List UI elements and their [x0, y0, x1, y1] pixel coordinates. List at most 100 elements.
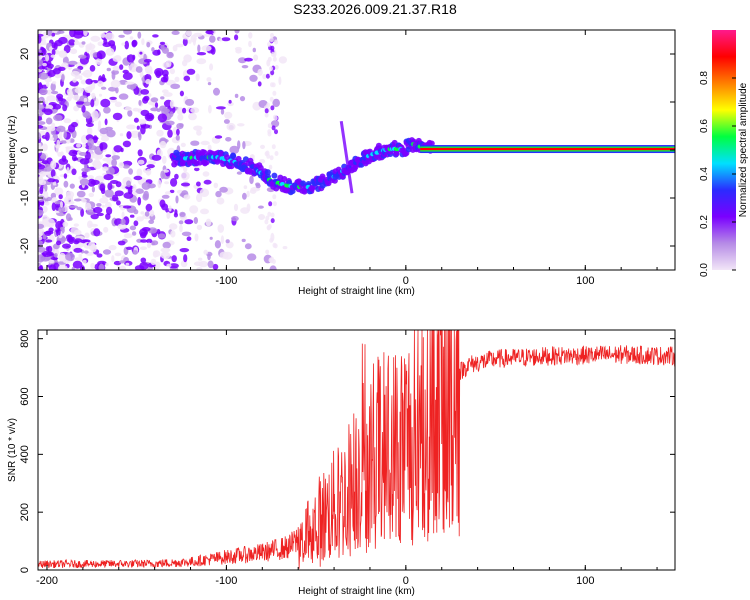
noise-blob	[66, 167, 70, 174]
noise-blob	[234, 30, 240, 34]
noise-blob	[97, 260, 107, 266]
noise-blob	[171, 255, 177, 263]
noise-blob	[119, 260, 126, 264]
noise-blob	[118, 34, 125, 38]
noise-blob	[38, 104, 45, 110]
noise-blob	[223, 119, 230, 124]
noise-blob	[50, 169, 56, 178]
noise-blob	[212, 263, 219, 270]
noise-blob	[116, 200, 121, 206]
y-axis-label: Frequency (Hz)	[7, 116, 18, 185]
noise-blob	[260, 144, 265, 149]
noise-blob	[160, 251, 171, 259]
noise-blob	[117, 223, 127, 230]
noise-blob	[140, 211, 145, 215]
noise-blob	[200, 208, 209, 215]
noise-blob	[154, 102, 159, 108]
x-tick-label: 0	[403, 575, 409, 587]
noise-blob	[249, 175, 254, 185]
noise-blob	[248, 32, 253, 39]
noise-blob	[270, 32, 274, 38]
noise-blob	[57, 227, 61, 236]
noise-blob	[85, 45, 90, 54]
noise-blob	[68, 39, 76, 46]
noise-blob	[62, 221, 69, 227]
noise-blob	[269, 37, 274, 43]
noise-blob	[169, 68, 175, 75]
noise-blob	[152, 250, 158, 258]
noise-blob	[174, 173, 179, 180]
colorbar-tick-label: 0.0	[699, 263, 710, 277]
noise-blob	[127, 109, 133, 117]
noise-blob	[111, 155, 121, 160]
noise-blob	[55, 128, 62, 132]
noise-blob	[114, 190, 124, 197]
noise-blob	[215, 190, 222, 198]
noise-blob	[38, 132, 42, 140]
x-tick-label: 0	[403, 275, 409, 287]
track-blob	[271, 172, 278, 179]
noise-blob	[38, 121, 46, 125]
noise-blob	[228, 99, 232, 104]
noise-blob	[122, 164, 130, 169]
noise-blob	[160, 170, 165, 180]
noise-blob	[190, 140, 200, 146]
noise-blob	[57, 97, 64, 102]
noise-blob	[194, 233, 199, 242]
snr-series-line	[38, 330, 675, 569]
noise-blob	[181, 231, 192, 237]
noise-blob	[180, 142, 186, 148]
noise-blob	[175, 43, 184, 48]
noise-blob	[239, 96, 246, 102]
noise-blob	[151, 154, 162, 161]
noise-blob	[267, 41, 271, 47]
noise-blob	[196, 52, 207, 56]
noise-blob	[91, 160, 102, 167]
noise-blob	[265, 249, 270, 255]
noise-blob	[66, 96, 72, 102]
noise-blob	[132, 107, 140, 112]
noise-blob	[110, 99, 118, 103]
noise-blob	[100, 98, 111, 108]
noise-blob	[114, 101, 122, 108]
noise-blob	[60, 151, 64, 156]
noise-blob	[71, 168, 77, 176]
noise-blob	[274, 151, 279, 156]
noise-blob	[58, 158, 69, 165]
noise-blob	[105, 154, 112, 158]
noise-blob	[39, 171, 46, 177]
noise-blob	[121, 211, 125, 220]
noise-blob	[73, 157, 79, 161]
noise-blob	[45, 117, 53, 125]
noise-blob	[214, 240, 221, 249]
noise-blob	[207, 144, 212, 151]
noise-blob	[87, 175, 94, 180]
noise-blob	[50, 54, 56, 58]
noise-blob	[68, 237, 74, 245]
x-tick-label: -100	[215, 575, 237, 587]
y-tick-label: -20	[19, 238, 31, 254]
noise-blob	[162, 241, 171, 249]
noise-blob	[102, 166, 109, 172]
noise-blob	[165, 120, 175, 126]
noise-blob	[180, 171, 190, 181]
y-tick-label: 0	[19, 567, 31, 573]
noise-blob	[217, 224, 225, 233]
noise-blob	[140, 257, 147, 263]
noise-blob	[38, 209, 44, 216]
noise-blob	[64, 196, 69, 205]
noise-blob	[83, 250, 89, 254]
noise-blob	[117, 240, 126, 246]
noise-blob	[269, 155, 274, 161]
noise-blob	[41, 160, 49, 165]
noise-blob	[57, 264, 68, 270]
noise-blob	[44, 99, 49, 105]
noise-blob	[93, 206, 103, 214]
noise-blob	[257, 68, 263, 76]
noise-blob	[38, 246, 46, 253]
noise-blob	[180, 182, 191, 187]
noise-blob	[175, 134, 180, 141]
noise-blob	[182, 59, 188, 67]
noise-blob	[199, 188, 210, 197]
noise-blob	[209, 35, 216, 43]
